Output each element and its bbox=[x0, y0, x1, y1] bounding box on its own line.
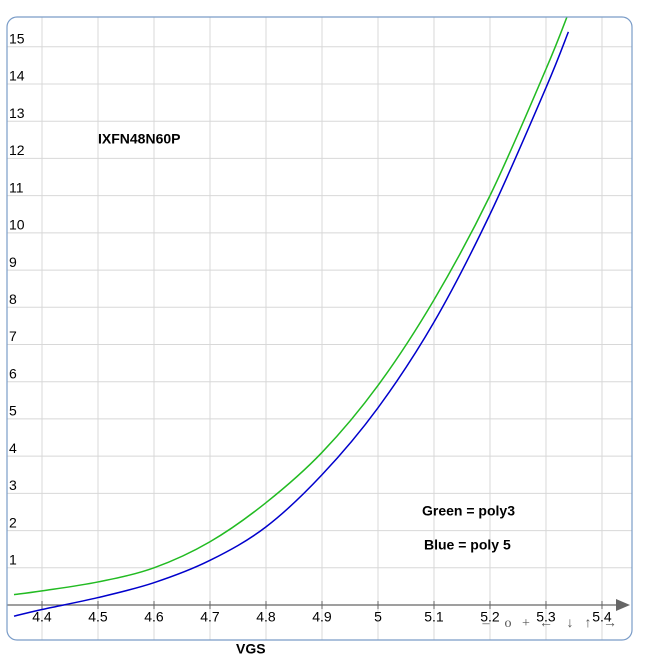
nav-control[interactable]: – bbox=[482, 616, 491, 631]
nav-control[interactable]: ↓ bbox=[567, 616, 574, 631]
x-tick-label: 5.1 bbox=[424, 609, 444, 625]
y-tick-label: 14 bbox=[9, 68, 25, 84]
y-tick-label: 5 bbox=[9, 403, 17, 419]
axis-arrow bbox=[616, 599, 630, 612]
y-tick-label: 11 bbox=[9, 179, 24, 195]
y-tick-label: 15 bbox=[9, 30, 25, 46]
x-tick-label: 5.2 bbox=[480, 609, 500, 625]
y-tick-label: 10 bbox=[9, 217, 25, 233]
y-tick-label: 1 bbox=[9, 552, 17, 568]
x-tick-label: 4.9 bbox=[312, 609, 332, 625]
y-tick-label: 4 bbox=[9, 440, 17, 456]
nav-control[interactable]: + bbox=[522, 616, 530, 631]
x-tick-label: 4.6 bbox=[144, 609, 164, 625]
nav-control[interactable]: ← bbox=[539, 616, 553, 631]
y-tick-label: 3 bbox=[9, 477, 17, 493]
y-tick-label: 9 bbox=[9, 254, 17, 270]
plot-area bbox=[7, 17, 632, 640]
nav-control[interactable]: → bbox=[603, 616, 617, 631]
x-tick-label: 5 bbox=[374, 609, 382, 625]
x-tick-label: 4.8 bbox=[256, 609, 276, 625]
curve bbox=[13, 31, 570, 617]
y-tick-label: 8 bbox=[9, 291, 17, 307]
nav-control[interactable]: o bbox=[505, 616, 512, 631]
nav-control[interactable]: ↑ bbox=[585, 616, 592, 631]
x-tick-label: 4.7 bbox=[200, 609, 220, 625]
annotation: Blue = poly 5 bbox=[424, 537, 511, 553]
x-axis-label: VGS bbox=[236, 641, 266, 657]
x-tick-label: 4.4 bbox=[32, 609, 52, 625]
x-tick-label: 5.3 bbox=[536, 609, 556, 625]
y-tick-label: 7 bbox=[9, 328, 17, 344]
x-tick-label: 4.5 bbox=[88, 609, 108, 625]
frame bbox=[6, 16, 633, 641]
y-tick-label: 6 bbox=[9, 365, 17, 381]
curve bbox=[13, 17, 570, 596]
y-tick-label: 13 bbox=[9, 105, 25, 121]
annotation: Green = poly3 bbox=[422, 503, 515, 519]
x-tick-label: 5.4 bbox=[592, 609, 612, 625]
y-tick-label: 12 bbox=[9, 142, 25, 158]
annotation: IXFN48N60P bbox=[98, 131, 180, 147]
y-tick-label: 2 bbox=[9, 514, 17, 530]
